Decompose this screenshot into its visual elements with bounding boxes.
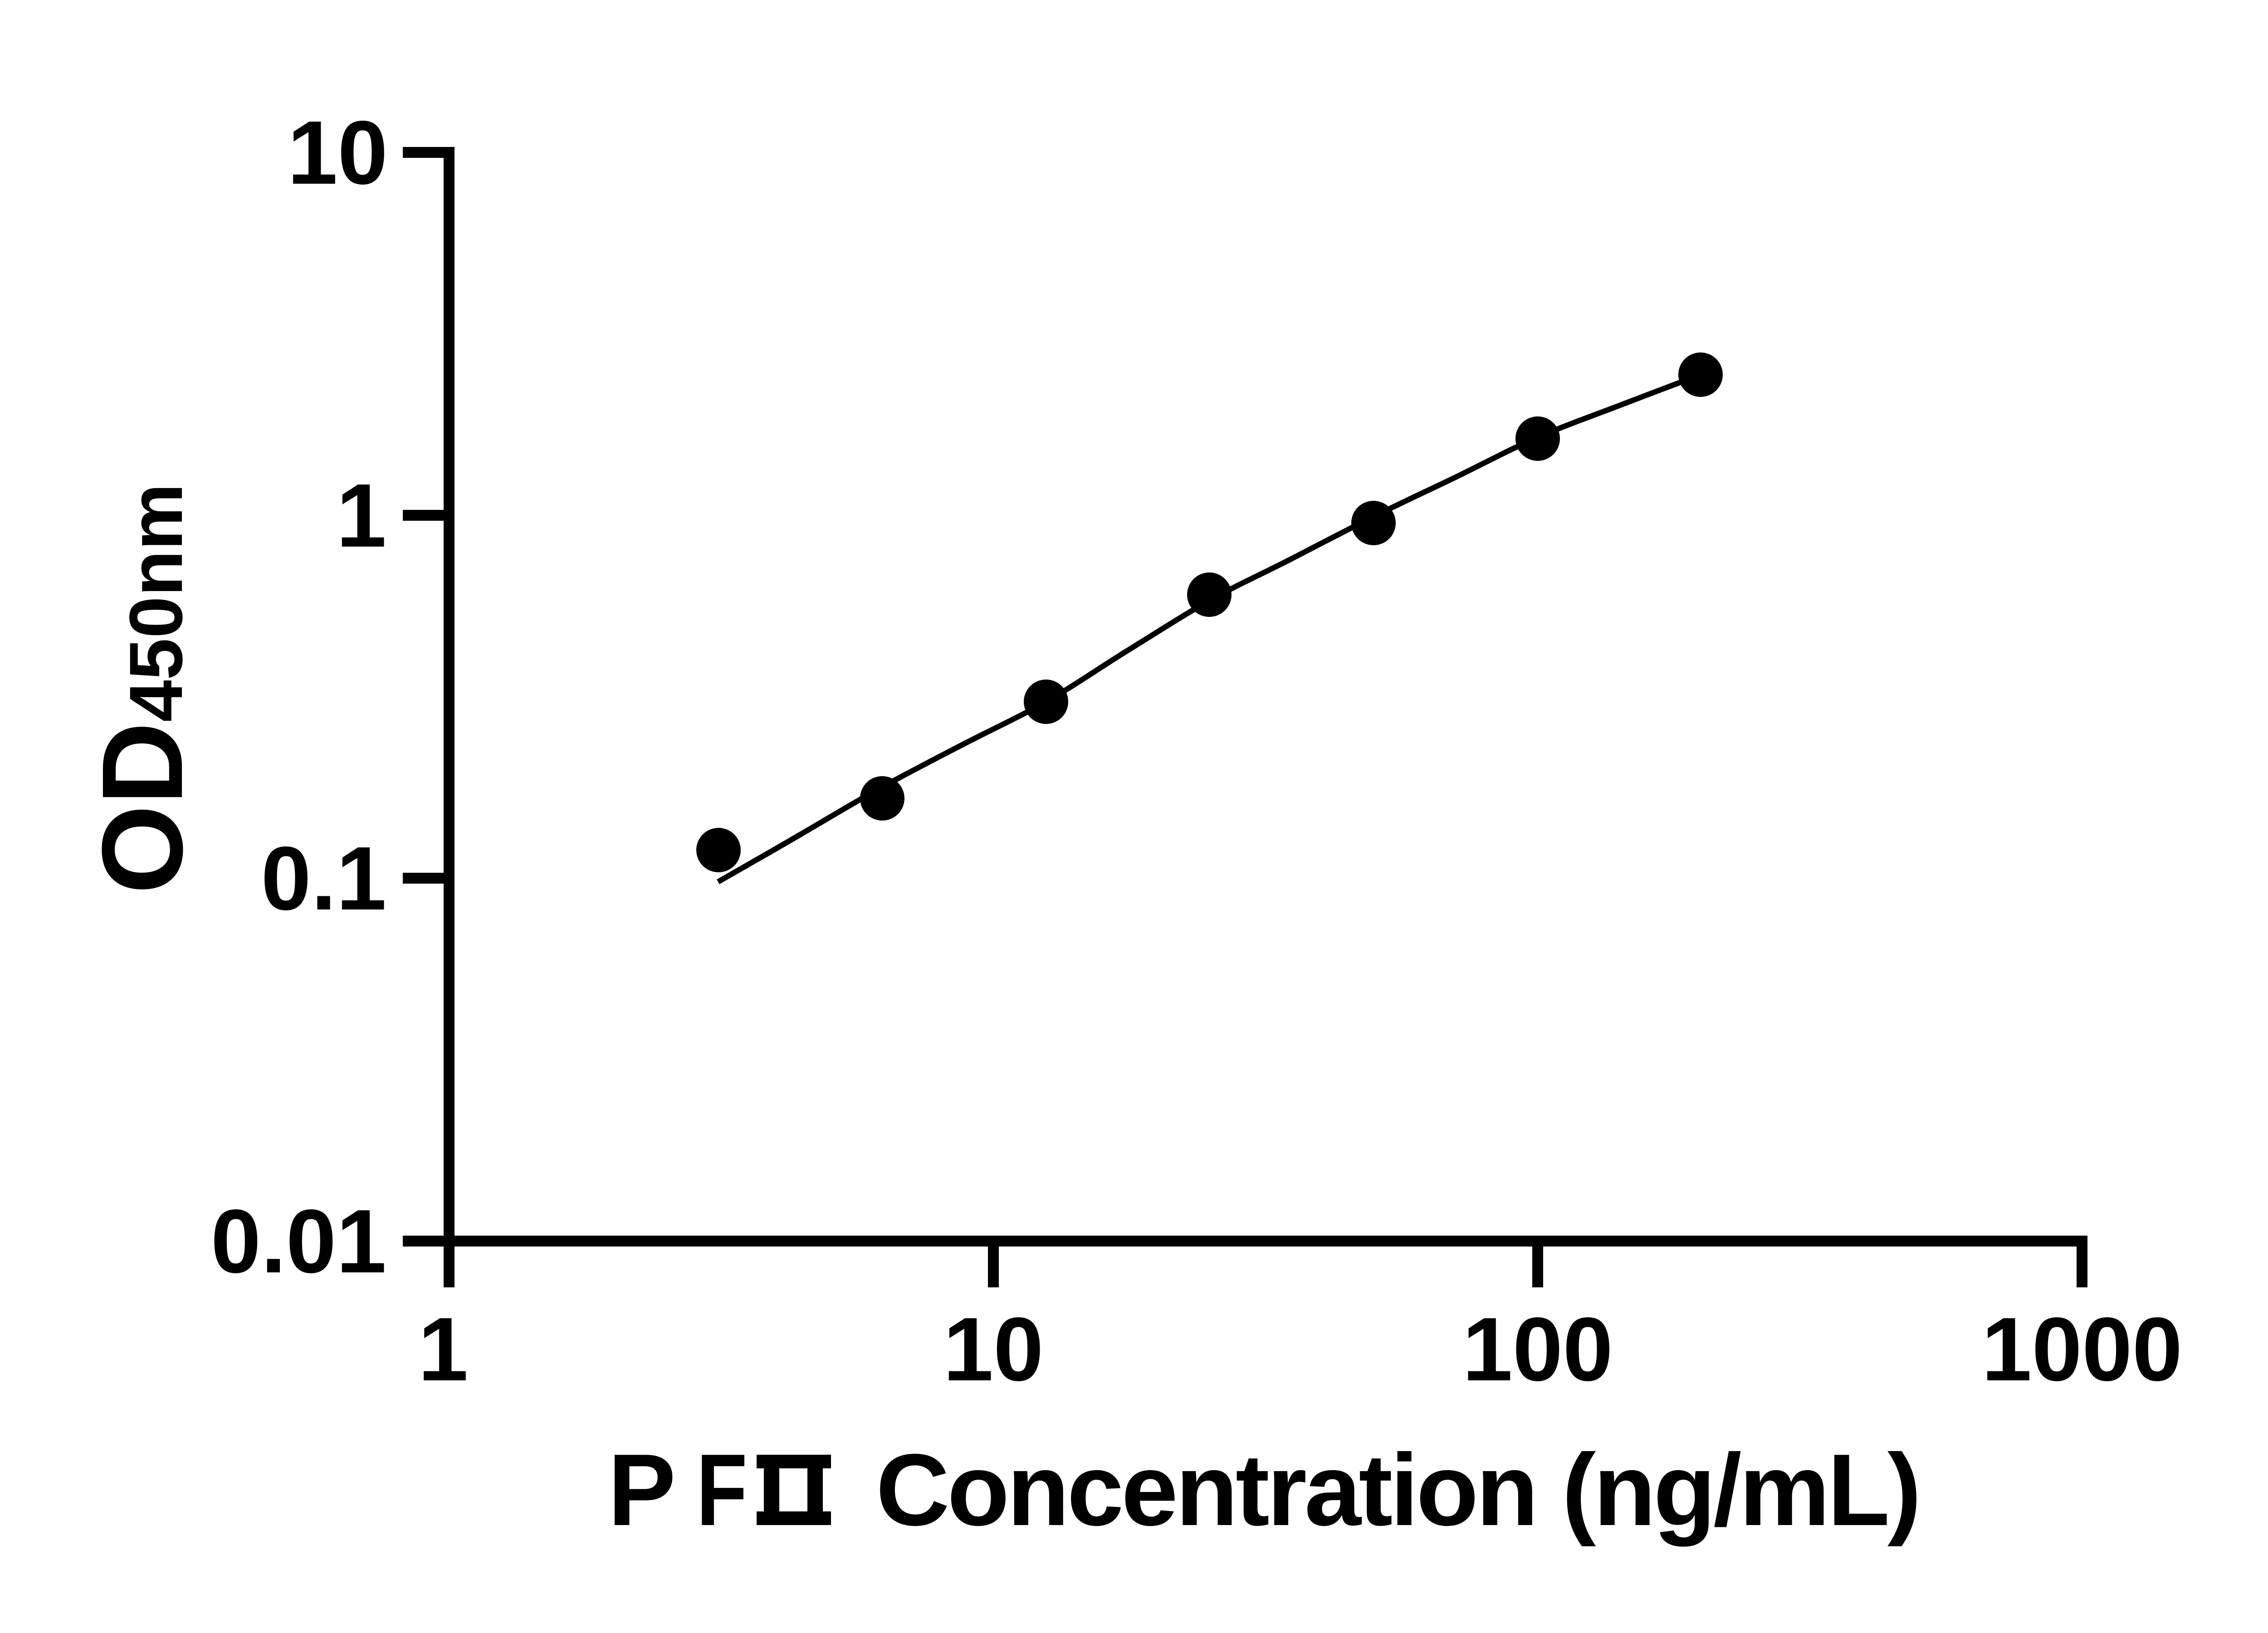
svg-text:100: 100 bbox=[1462, 1299, 1613, 1400]
svg-text:1: 1 bbox=[336, 465, 386, 566]
svg-text:0.01: 0.01 bbox=[211, 1191, 386, 1292]
svg-text:F: F bbox=[696, 1433, 748, 1547]
svg-text:Concentration (ng/mL): Concentration (ng/mL) bbox=[876, 1433, 1921, 1547]
svg-text:10: 10 bbox=[288, 103, 388, 203]
svg-text:1: 1 bbox=[418, 1299, 469, 1400]
svg-text:P: P bbox=[608, 1433, 676, 1547]
svg-text:0.1: 0.1 bbox=[261, 828, 386, 929]
svg-text:10: 10 bbox=[943, 1299, 1043, 1400]
svg-text:1000: 1000 bbox=[1982, 1299, 2183, 1400]
